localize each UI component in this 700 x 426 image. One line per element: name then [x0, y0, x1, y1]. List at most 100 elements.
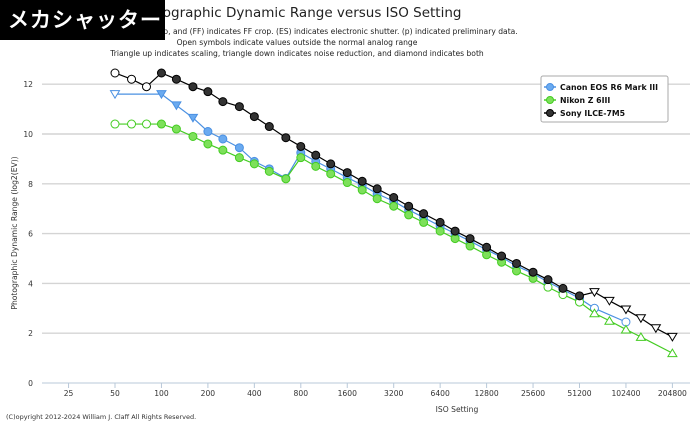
x-axis-label: ISO Setting: [436, 405, 479, 414]
data-point: [575, 291, 584, 301]
data-point: [171, 101, 182, 111]
x-tick-label: 100: [154, 389, 169, 398]
x-tick-labels: 25 50 100 200 400 800 1600 3200 6400 12800 25600 51…: [64, 389, 687, 398]
y-tick-label: 10: [23, 130, 33, 139]
x-tick-label: 800: [294, 389, 309, 398]
series-line: [115, 123, 673, 354]
legend-marker: [546, 109, 554, 117]
x-tick-label: 204800: [658, 389, 687, 398]
data-point: [218, 134, 228, 144]
chart-title: Photographic Dynamic Range versus ISO Se…: [133, 5, 462, 21]
data-point: [482, 242, 492, 252]
data-point: [171, 74, 181, 84]
data-point: [110, 119, 120, 129]
site-banner: メカシャッター: [0, 0, 165, 40]
x-tick-label: 50: [110, 389, 120, 398]
data-point: [404, 210, 414, 220]
data-point: [589, 308, 600, 318]
data-point: [326, 169, 336, 179]
data-point: [281, 133, 291, 143]
data-point: [311, 161, 321, 171]
data-point: [234, 143, 244, 153]
data-point: [342, 178, 352, 188]
data-point: [218, 145, 228, 155]
data-point: [218, 97, 228, 107]
data-point: [482, 250, 492, 260]
data-point: [141, 82, 151, 92]
data-point: [234, 102, 244, 112]
y-tick-labels: 0 2 4 6 8 10 12: [23, 80, 33, 388]
legend-label: Nikon Z 6III: [560, 96, 610, 105]
data-point: [203, 87, 213, 97]
data-point: [589, 288, 600, 298]
data-point: [127, 74, 137, 84]
y-tick-label: 0: [28, 379, 33, 388]
data-point: [296, 153, 306, 163]
data-point: [249, 112, 259, 122]
data-point: [187, 113, 199, 123]
data-point: [203, 127, 213, 137]
x-tick-label: 400: [247, 389, 262, 398]
data-point: [156, 68, 166, 78]
y-axis-label: Photographic Dynamic Range (log2(EV)): [10, 156, 19, 309]
data-point: [109, 90, 121, 100]
data-point: [264, 166, 274, 176]
data-point: [604, 315, 615, 325]
data-point: [543, 282, 553, 292]
data-point: [357, 176, 367, 186]
data-point: [465, 241, 475, 251]
series-canon-eos-r6-mark-iii: [109, 90, 631, 327]
data-point: [156, 90, 167, 100]
data-point: [372, 184, 382, 194]
data-point: [372, 194, 382, 204]
data-point: [512, 258, 522, 268]
x-tick-label: 1600: [338, 389, 357, 398]
data-point: [296, 141, 306, 151]
data-point: [127, 119, 137, 129]
data-point: [465, 234, 475, 244]
data-point: [543, 275, 553, 285]
data-point: [156, 119, 166, 129]
data-point: [650, 324, 662, 334]
legend-marker: [546, 83, 554, 91]
y-tick-label: 8: [28, 180, 33, 189]
legend: Canon EOS R6 Mark III Nikon Z 6III Sony IL…: [540, 75, 669, 123]
data-point: [311, 150, 321, 160]
series-nikon-z-6iii: [110, 119, 678, 358]
x-tick-label: 25600: [521, 389, 545, 398]
x-tick-label: 12800: [475, 389, 499, 398]
grid: [42, 83, 690, 388]
data-point: [234, 153, 244, 163]
data-point: [188, 82, 198, 92]
x-tick-label: 51200: [567, 389, 591, 398]
x-tick-label: 6400: [430, 389, 449, 398]
data-point: [419, 209, 429, 219]
data-point: [435, 217, 445, 227]
x-tick-label: 25: [64, 389, 74, 398]
legend-label: Canon EOS R6 Mark III: [560, 83, 658, 92]
chart-subtitle-2: Open symbols indicate values outside the…: [177, 38, 418, 47]
data-point: [450, 234, 460, 244]
data-point: [141, 119, 151, 129]
data-point: [171, 124, 181, 134]
data-point: [249, 159, 259, 169]
data-point: [110, 68, 120, 78]
data-point: [667, 332, 678, 342]
x-tick-label: 200: [201, 389, 216, 398]
data-point: [342, 168, 352, 178]
data-point: [635, 331, 647, 341]
data-point: [620, 305, 632, 315]
data-point: [512, 266, 522, 276]
x-tick-label: 102400: [611, 389, 640, 398]
series-sony-ilce-7m5: [110, 68, 678, 342]
data-point: [435, 226, 445, 236]
y-tick-label: 12: [23, 80, 33, 89]
series-group: [109, 68, 678, 358]
y-tick-label: 4: [28, 279, 33, 288]
data-point: [404, 201, 414, 211]
data-point: [497, 251, 507, 261]
data-point: [635, 314, 647, 324]
data-point: [419, 217, 429, 227]
copyright-text: (C)opyright 2012-2024 William J. Claff A…: [6, 413, 197, 421]
